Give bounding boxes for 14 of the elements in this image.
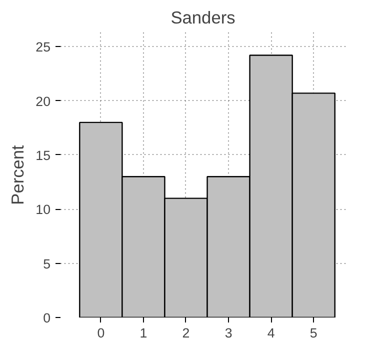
x-tick-label: 5 (310, 326, 318, 340)
y-tick-label: 5 (43, 256, 51, 272)
x-tick-label: 1 (140, 326, 148, 340)
y-tick-label: 15 (36, 148, 51, 163)
x-tick-label: 4 (267, 326, 276, 340)
x-tick-label: 0 (97, 326, 105, 340)
chart-title: Sanders (170, 8, 236, 28)
x-tick-label: 3 (224, 326, 232, 340)
y-axis-title: Percent (8, 144, 28, 205)
y-tick-label: 0 (43, 310, 51, 326)
y-tick-label: 25 (36, 40, 51, 55)
x-tick-label: 2 (182, 326, 190, 340)
y-tick-label: 20 (36, 94, 51, 109)
y-tick-label: 10 (36, 202, 51, 218)
